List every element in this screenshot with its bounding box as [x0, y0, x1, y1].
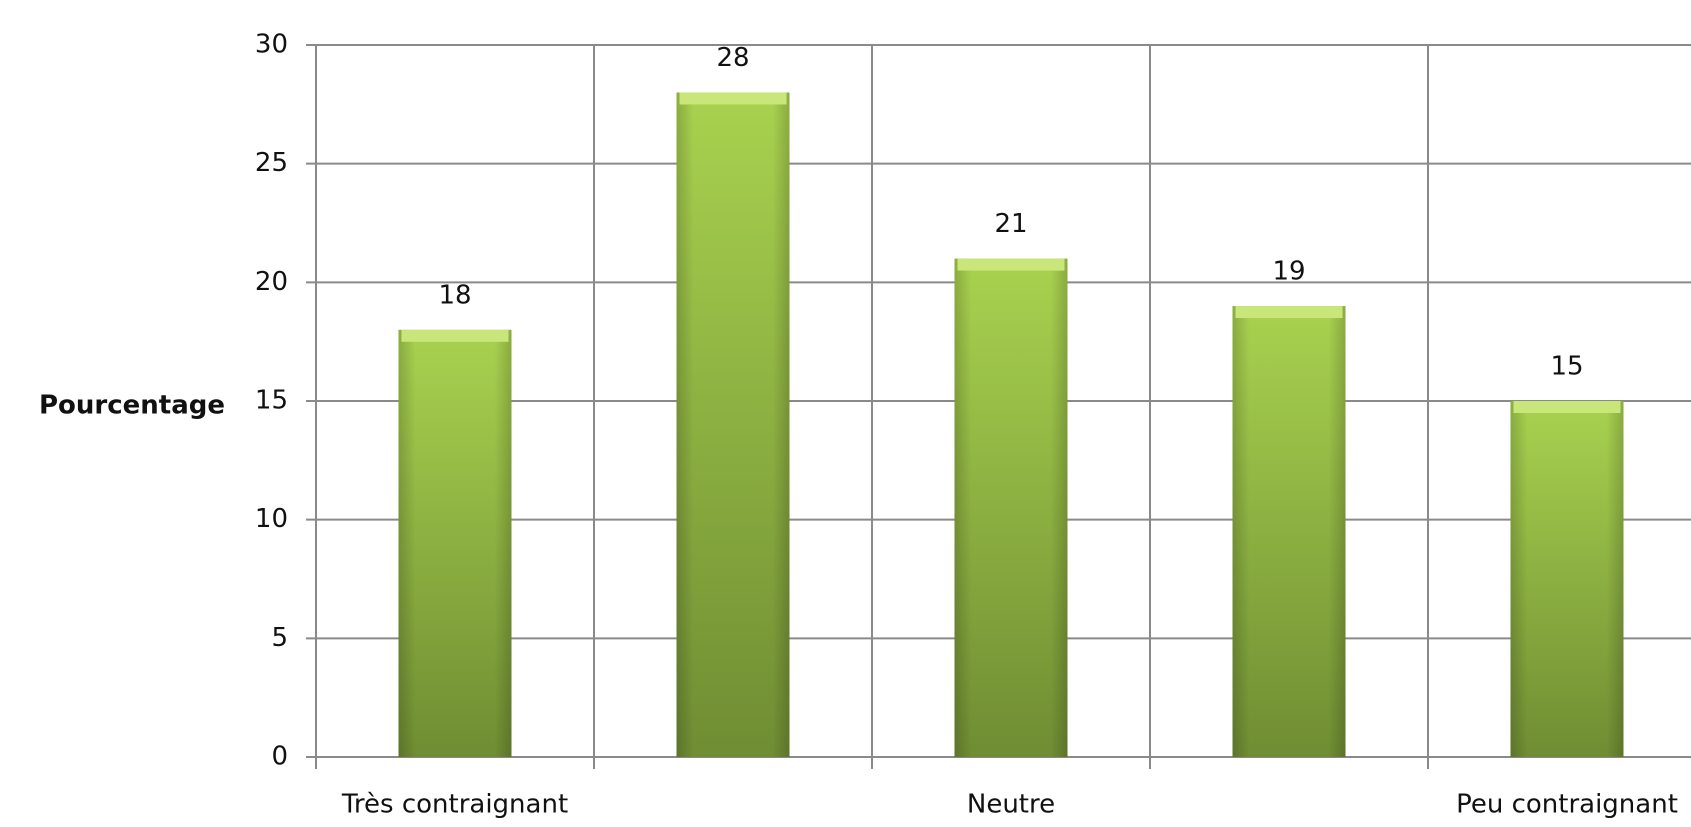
bar-bevel — [1513, 401, 1621, 413]
y-tick-label: 0 — [271, 742, 288, 772]
data-label: 21 — [994, 209, 1027, 239]
bar-shade — [1510, 401, 1624, 757]
bar-bevel — [957, 258, 1065, 271]
x-tick-label: Neutre — [967, 790, 1055, 820]
x-tick-label: Peu contraignant — [1456, 790, 1678, 820]
data-label: 28 — [716, 43, 749, 73]
y-tick-label: 5 — [271, 623, 288, 653]
y-tick-label: 20 — [255, 267, 288, 297]
y-tick-label: 25 — [255, 148, 288, 178]
y-tick-label: 15 — [255, 386, 288, 416]
y-tick-label: 10 — [255, 504, 288, 534]
data-label: 15 — [1550, 352, 1583, 382]
data-label: 18 — [438, 280, 471, 310]
bar-bevel — [1235, 306, 1343, 319]
y-axis-label: Pourcentage — [39, 391, 225, 421]
x-tick-label: Très contraignant — [341, 790, 568, 820]
data-label: 19 — [1272, 257, 1305, 287]
bar-shade — [676, 92, 790, 757]
y-tick-label: 30 — [255, 30, 288, 60]
bar-bevel — [401, 329, 509, 342]
bar-shade — [954, 258, 1068, 757]
bar-bevel — [679, 92, 787, 105]
bar-shade — [398, 329, 512, 757]
bar-shade — [1232, 306, 1346, 757]
